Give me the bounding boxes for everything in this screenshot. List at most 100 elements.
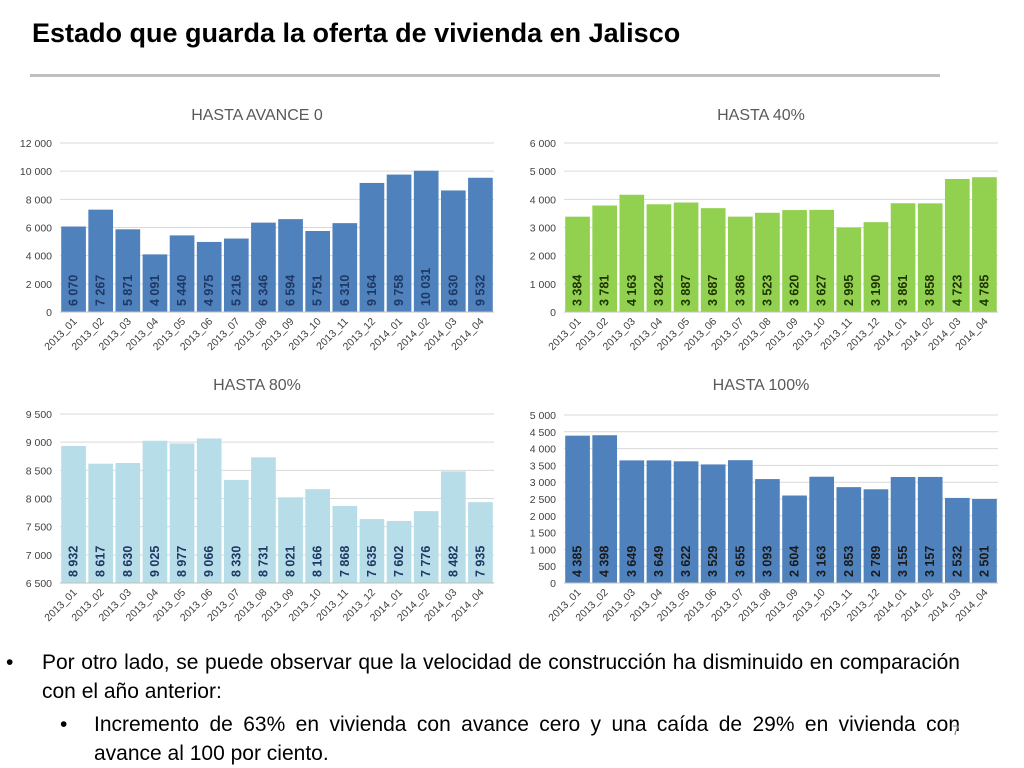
page-title: Estado que guarda la oferta de vivienda …: [32, 18, 681, 48]
data-label: 3 687: [706, 275, 720, 306]
bar: [115, 463, 141, 583]
bar: [413, 170, 439, 312]
data-label: 8 977: [175, 546, 189, 577]
y-tick-label: 4 000: [530, 194, 556, 206]
data-label: 5 871: [121, 275, 135, 306]
y-tick-label: 6 000: [530, 138, 556, 150]
data-label: 4 975: [202, 275, 216, 306]
data-label: 3 649: [652, 546, 666, 577]
chart-title: HASTA 100%: [713, 377, 810, 394]
data-label: 8 630: [121, 546, 135, 577]
bar: [646, 204, 672, 312]
data-label: 8 330: [229, 546, 243, 577]
bar: [944, 497, 970, 583]
bar: [169, 235, 195, 312]
bar: [386, 520, 412, 583]
bar: [223, 479, 249, 583]
data-label: 3 620: [788, 275, 802, 306]
bar: [890, 203, 916, 312]
data-label: 6 310: [338, 275, 352, 306]
data-label: 3 858: [923, 275, 937, 306]
data-label: 2 532: [950, 546, 964, 577]
chart-title: HASTA 40%: [717, 107, 805, 124]
y-tick-label: 4 000: [26, 251, 52, 263]
bar: [359, 519, 385, 583]
bar: [836, 227, 862, 312]
bar: [809, 476, 835, 583]
bar: [890, 476, 916, 583]
y-tick-label: 500: [538, 561, 556, 573]
y-tick-label: 2 000: [530, 511, 556, 523]
bar: [305, 489, 331, 583]
bar: [88, 463, 114, 583]
bar: [700, 464, 726, 583]
bar: [673, 202, 699, 312]
bar: [142, 254, 168, 312]
bar: [619, 194, 645, 312]
bar: [142, 440, 168, 583]
y-tick-label: 1 000: [530, 279, 556, 291]
bar: [782, 210, 807, 312]
bar: [917, 203, 943, 312]
bar: [386, 174, 412, 312]
data-label: 8 617: [94, 546, 108, 577]
bar: [468, 177, 493, 312]
data-label: 6 070: [67, 275, 81, 306]
page-number: 7: [952, 722, 960, 738]
y-tick-label: 4 500: [530, 427, 556, 439]
data-label: 8 166: [311, 546, 325, 577]
y-tick-label: 9 000: [26, 437, 52, 449]
bar: [278, 497, 303, 583]
bar: [169, 443, 195, 583]
data-label: 3 655: [733, 546, 747, 577]
y-tick-label: 0: [46, 307, 52, 319]
data-label: 7 935: [473, 546, 487, 577]
data-label: 3 093: [760, 546, 774, 577]
bar: [115, 229, 141, 312]
data-label: 8 482: [446, 546, 460, 577]
bar: [61, 226, 86, 312]
data-label: 7 602: [392, 546, 406, 577]
bar: [809, 209, 835, 312]
chart-hasta-100: HASTA 100% 0 500 1 000 1 500 2 000 2 500 3 000 3…: [530, 377, 998, 624]
y-tick-label: 8 000: [26, 194, 52, 206]
bar: [917, 476, 943, 583]
bar: [359, 182, 385, 312]
bar: [61, 445, 86, 583]
bar: [565, 435, 590, 583]
bar: [223, 238, 249, 312]
chart-hasta-80: HASTA 80% 6 500 7 000 7 500 8 000 8 500 9 000 9…: [26, 377, 494, 624]
y-tick-label: 6 500: [26, 578, 52, 590]
bar: [305, 231, 331, 312]
data-label: 3 384: [571, 275, 585, 306]
data-label: 2 604: [788, 546, 802, 577]
bar: [251, 457, 276, 583]
bar: [782, 495, 807, 583]
data-label: 7 267: [94, 275, 108, 306]
bar: [673, 461, 699, 583]
data-label: 5 216: [229, 275, 243, 306]
data-label: 3 824: [652, 275, 666, 306]
data-label: 8 630: [446, 275, 460, 306]
y-tick-label: 1 000: [530, 544, 556, 556]
data-label: 3 529: [706, 546, 720, 577]
bar: [413, 511, 439, 583]
data-label: 9 758: [392, 275, 406, 306]
y-tick-label: 9 500: [26, 409, 52, 421]
data-label: 8 021: [284, 546, 298, 577]
bar: [727, 460, 753, 583]
data-label: 4 785: [977, 275, 991, 306]
bullet-text-2: Incremento de 63% en vivienda con avance…: [94, 713, 960, 765]
bar: [727, 216, 753, 312]
data-label: 6 594: [284, 275, 298, 306]
bar: [972, 498, 997, 583]
y-tick-label: 4 000: [530, 444, 556, 456]
data-label: 3 781: [598, 275, 612, 306]
data-label: 3 622: [679, 546, 693, 577]
data-label: 3 157: [923, 546, 937, 577]
y-tick-label: 7 000: [26, 550, 52, 562]
y-tick-label: 7 500: [26, 522, 52, 534]
title-divider: [30, 74, 940, 77]
y-tick-label: 1 500: [530, 528, 556, 540]
y-tick-label: 2 500: [530, 494, 556, 506]
